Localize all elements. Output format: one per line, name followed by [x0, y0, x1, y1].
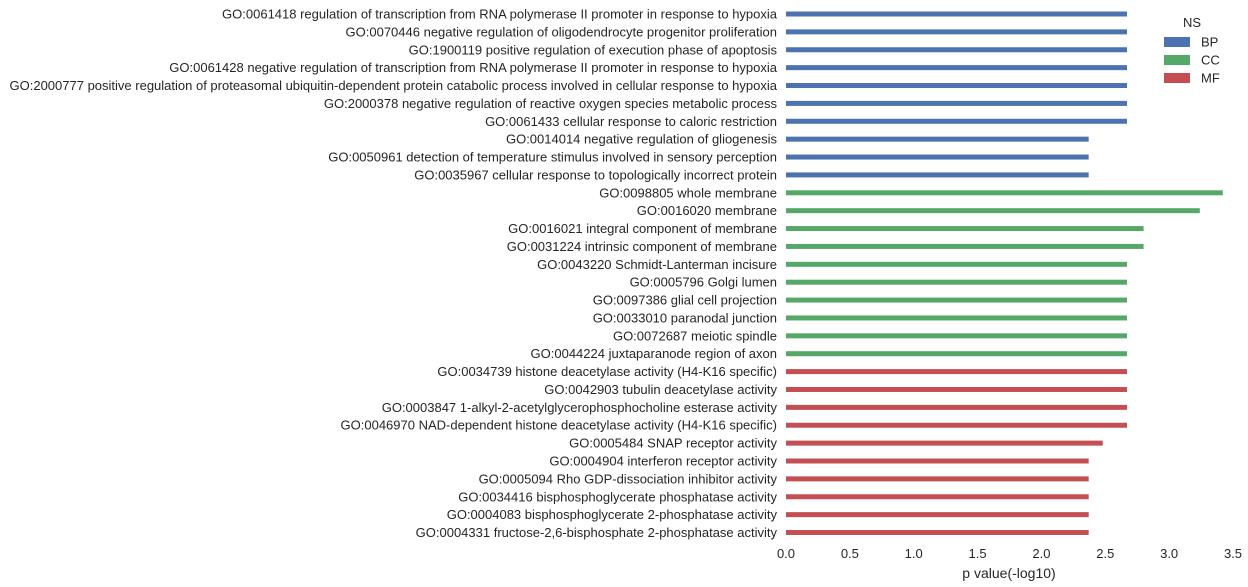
bar-cc — [786, 190, 1223, 196]
bar-bp — [786, 136, 1089, 142]
category-label: GO:0061433 cellular response to caloric … — [485, 114, 777, 129]
category-label: GO:0014014 negative regulation of glioge… — [506, 132, 778, 147]
bar-cc — [786, 243, 1144, 249]
bar-bp — [786, 83, 1127, 89]
bar-cc — [786, 261, 1127, 267]
category-label: GO:2000378 negative regulation of reacti… — [324, 96, 778, 111]
bar-bp — [786, 154, 1089, 160]
legend: NS BP CC MF — [1164, 15, 1220, 86]
bar-cc — [786, 315, 1127, 321]
legend-label-cc: CC — [1201, 53, 1220, 68]
bar-bp — [786, 172, 1089, 178]
legend-label-bp: BP — [1201, 35, 1218, 50]
bar-bp — [786, 11, 1127, 17]
x-tick-label: 3.5 — [1224, 546, 1242, 561]
bar-mf — [786, 530, 1089, 536]
category-label: GO:0004331 fructose-2,6-bisphosphate 2-p… — [416, 525, 778, 540]
category-label: GO:0061418 regulation of transcription f… — [222, 7, 778, 22]
bar-cc — [786, 208, 1200, 214]
bar-cc — [786, 226, 1144, 232]
category-label: GO:0033010 paranodal junction — [593, 310, 777, 325]
category-label: GO:0004083 bisphosphoglycerate 2-phospha… — [447, 507, 778, 522]
category-label: GO:0031224 intrinsic component of membra… — [507, 239, 777, 254]
category-label: GO:0050961 detection of temperature stim… — [328, 150, 777, 165]
bar-bp — [786, 29, 1127, 35]
category-label: GO:0004904 interferon receptor activity — [549, 454, 777, 469]
bar-cc — [786, 297, 1127, 303]
bar-mf — [786, 440, 1103, 446]
x-tick-label: 2.0 — [1032, 546, 1050, 561]
category-label: GO:0070446 negative regulation of oligod… — [346, 24, 777, 39]
bar-bp — [786, 100, 1127, 106]
category-label: GO:0034739 histone deacetylase activity … — [437, 364, 777, 379]
bar-mf — [786, 458, 1089, 464]
bar-mf — [786, 512, 1089, 518]
category-label: GO:0072687 meiotic spindle — [613, 328, 777, 343]
category-label: GO:0061428 negative regulation of transc… — [169, 60, 777, 75]
category-labels: GO:0061418 regulation of transcription f… — [10, 7, 778, 541]
category-label: GO:0003847 1-alkyl-2-acetylglycerophosph… — [382, 400, 778, 415]
legend-label-mf: MF — [1201, 71, 1220, 86]
bar-mf — [786, 494, 1089, 500]
category-label: GO:0005094 Rho GDP-dissociation inhibito… — [479, 471, 778, 486]
category-label: GO:0035967 cellular response to topologi… — [414, 167, 777, 182]
bar-cc — [786, 279, 1127, 285]
x-tick-label: 2.5 — [1096, 546, 1114, 561]
category-label: GO:0034416 bisphosphoglycerate phosphata… — [458, 489, 777, 504]
legend-swatch-bp — [1164, 37, 1190, 47]
legend-swatch-cc — [1164, 55, 1190, 65]
category-label: GO:0005484 SNAP receptor activity — [569, 436, 777, 451]
legend-swatch-mf — [1164, 73, 1190, 83]
legend-items: BP CC MF — [1164, 35, 1220, 86]
x-axis: 0.0 0.5 1.0 1.5 2.0 2.5 3.0 3.5 — [777, 546, 1242, 561]
category-label: GO:2000777 positive regulation of protea… — [10, 78, 778, 93]
bar-mf — [786, 386, 1127, 392]
category-label: GO:1900119 positive regulation of execut… — [409, 42, 778, 57]
x-tick-label: 3.0 — [1160, 546, 1178, 561]
category-label: GO:0098805 whole membrane — [599, 185, 777, 200]
x-tick-label: 1.5 — [969, 546, 987, 561]
x-tick-label: 0.0 — [777, 546, 795, 561]
x-tick-label: 0.5 — [841, 546, 859, 561]
bar-bp — [786, 65, 1127, 71]
category-label: GO:0044224 juxtaparanode region of axon — [531, 346, 777, 361]
category-label: GO:0042903 tubulin deacetylase activity — [544, 382, 777, 397]
category-label: GO:0016020 membrane — [637, 203, 777, 218]
x-tick-label: 1.0 — [905, 546, 923, 561]
legend-title: NS — [1183, 15, 1201, 30]
category-label: GO:0005796 Golgi lumen — [630, 275, 777, 290]
bar-cc — [786, 333, 1127, 339]
bar-mf — [786, 404, 1127, 410]
bar-mf — [786, 422, 1127, 428]
bar-bp — [786, 47, 1127, 53]
bar-mf — [786, 369, 1127, 375]
category-label: GO:0046970 NAD-dependent histone deacety… — [341, 418, 777, 433]
category-label: GO:0043220 Schmidt-Lanterman incisure — [537, 257, 777, 272]
bar-cc — [786, 351, 1127, 357]
category-label: GO:0097386 glial cell projection — [593, 293, 777, 308]
category-label: GO:0016021 integral component of membran… — [508, 221, 777, 236]
bar-bp — [786, 118, 1127, 124]
bar-mf — [786, 476, 1089, 482]
bars-layer — [786, 11, 1223, 536]
x-axis-title: p value(-log10) — [962, 565, 1055, 581]
